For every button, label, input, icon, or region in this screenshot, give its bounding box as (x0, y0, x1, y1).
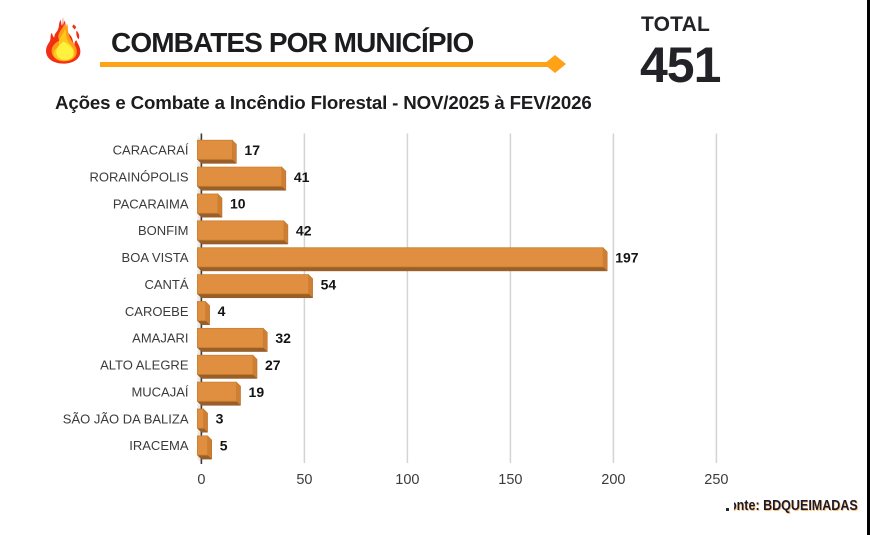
svg-text:50: 50 (296, 472, 312, 488)
svg-text:197: 197 (615, 249, 639, 265)
svg-text:CAROEBE: CAROEBE (125, 304, 189, 319)
svg-text:SÃO JÃO DA BALIZA: SÃO JÃO DA BALIZA (63, 411, 189, 426)
svg-text:250: 250 (704, 472, 728, 488)
svg-text:100: 100 (395, 472, 419, 488)
svg-text:42: 42 (296, 223, 312, 239)
svg-text:19: 19 (249, 384, 265, 400)
svg-text:ALTO ALEGRE: ALTO ALEGRE (100, 358, 189, 373)
svg-text:4: 4 (218, 303, 226, 319)
svg-text:AMAJARI: AMAJARI (132, 331, 188, 346)
svg-text:27: 27 (265, 357, 281, 373)
svg-text:0: 0 (197, 472, 205, 488)
svg-text:MUCAJAÍ: MUCAJAÍ (131, 384, 188, 399)
svg-text:BOA VISTA: BOA VISTA (122, 250, 189, 265)
svg-text:5: 5 (220, 438, 228, 454)
svg-text:150: 150 (498, 472, 522, 488)
svg-text:PACARAIMA: PACARAIMA (113, 196, 189, 211)
svg-text:54: 54 (321, 276, 337, 292)
svg-text:IRACEMA: IRACEMA (129, 438, 189, 453)
svg-text:CANTÁ: CANTÁ (144, 277, 188, 292)
svg-text:BONFIM: BONFIM (138, 223, 189, 238)
svg-text:RORAINÓPOLIS: RORAINÓPOLIS (90, 169, 189, 184)
svg-text:17: 17 (244, 142, 260, 158)
svg-text:CARACARAÍ: CARACARAÍ (113, 143, 189, 158)
svg-text:41: 41 (294, 169, 310, 185)
svg-text:10: 10 (230, 196, 246, 212)
svg-text:200: 200 (601, 472, 625, 488)
svg-text:3: 3 (216, 411, 224, 427)
svg-text:32: 32 (275, 330, 291, 346)
